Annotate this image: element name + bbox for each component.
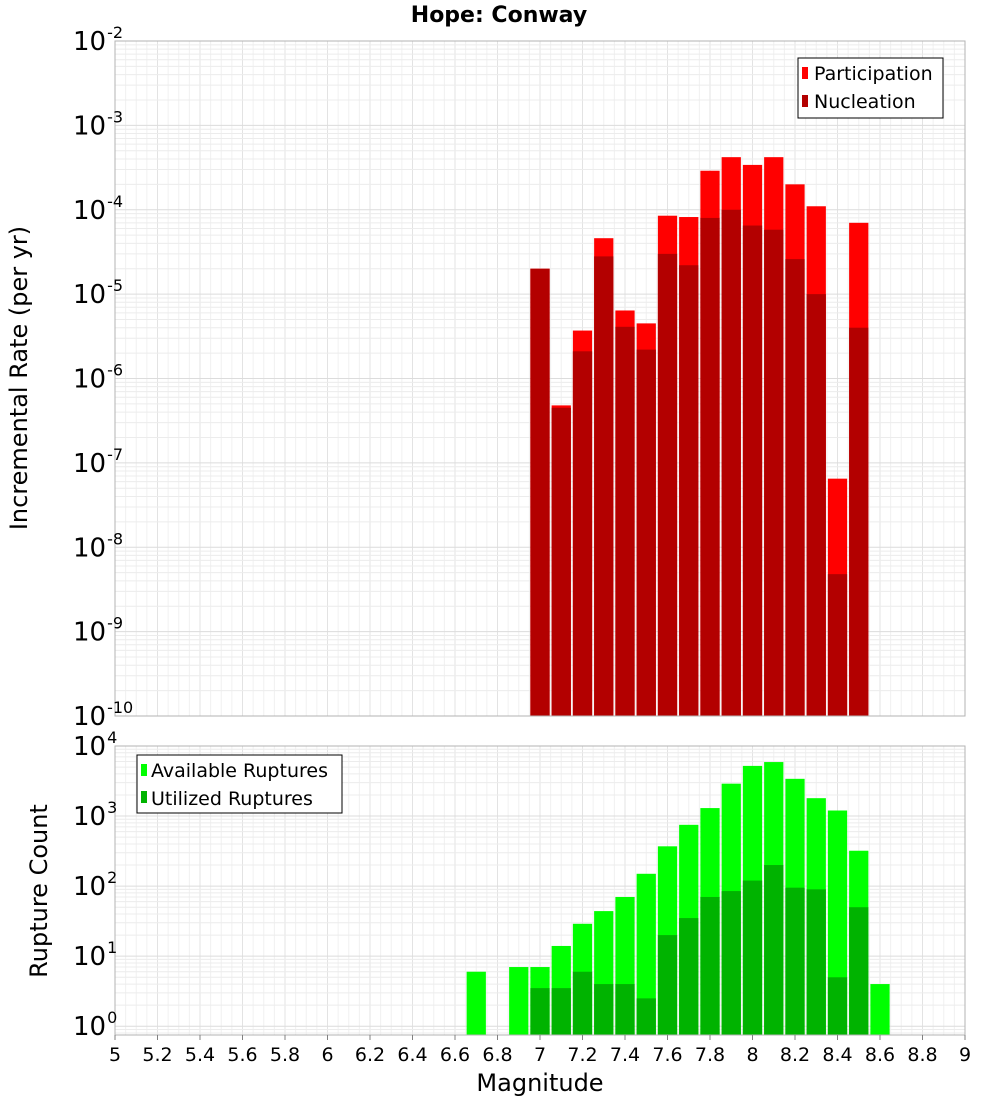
x-axis-label: Magnitude	[476, 1069, 603, 1097]
legend-label-available: Available Ruptures	[151, 760, 328, 782]
x-tick-label: 5.4	[185, 1044, 215, 1066]
count-bar-series2	[764, 865, 784, 1035]
count-bar-series2	[594, 984, 614, 1035]
rate-bar-series2	[636, 349, 656, 716]
rate-bar-series2	[594, 256, 614, 716]
rate-panel: 10-10 10-9 10-8 10-7 10-6 10-5 10-4 10-3 10-2 In…	[5, 23, 966, 732]
x-tick-label: 7.6	[652, 1044, 682, 1066]
rate-legend-box	[797, 57, 944, 119]
x-tick-label: 7.8	[695, 1044, 725, 1066]
count-bar-series2	[679, 918, 699, 1035]
rate-y-tick-label: 10-8	[73, 529, 123, 563]
count-bar-series2	[615, 984, 635, 1035]
count-bar-series2	[849, 907, 869, 1035]
x-tick-label: 5.8	[270, 1044, 300, 1066]
count-panel: 100 101 102 103 104 5 5.2 5.4 5.6 5.8 6 6.2 6.4 6.6 6…	[25, 728, 971, 1097]
chart-title: Hope: Conway	[411, 3, 587, 28]
x-tick-label: 7.4	[610, 1044, 640, 1066]
rate-y-axis-label: Incremental Rate (per yr)	[5, 226, 33, 530]
x-tick-label: 8.4	[822, 1044, 852, 1066]
rate-bar-series2	[849, 327, 869, 716]
count-y-tick-label: 101	[73, 938, 117, 972]
x-tick-label: 6	[321, 1044, 333, 1066]
count-bar-series2	[742, 880, 763, 1035]
legend-label-participation: Participation	[814, 63, 933, 85]
x-tick-label: 5	[109, 1044, 121, 1066]
count-bar-series2	[785, 887, 805, 1035]
count-bar-series1	[509, 967, 529, 1035]
rate-y-tick-label: 10-6	[73, 361, 123, 395]
count-bar-series2	[657, 935, 678, 1035]
count-y-tick-label: 100	[73, 1008, 117, 1042]
rate-bar-series2	[657, 253, 678, 716]
count-bar-series2	[700, 896, 720, 1035]
legend-label-nucleation: Nucleation	[814, 91, 916, 113]
count-bar-series2	[572, 971, 593, 1035]
legend-swatch-participation	[802, 67, 808, 79]
rate-y-tick-label: 10-5	[73, 276, 123, 310]
x-tick-label: 7	[534, 1044, 546, 1066]
x-tick-label: 6.2	[355, 1044, 385, 1066]
count-y-tick-label: 103	[73, 798, 117, 832]
rate-bar-series2	[806, 294, 826, 716]
x-tick-label: 6.6	[440, 1044, 470, 1066]
x-tick-label: 6.8	[482, 1044, 512, 1066]
rate-legend: Participation Nucleation	[797, 57, 944, 119]
legend-label-utilized: Utilized Ruptures	[151, 788, 313, 810]
rate-bar-series2	[764, 229, 784, 717]
rate-y-tick-label: 10-3	[73, 107, 123, 141]
x-ticks: 5 5.2 5.4 5.6 5.8 6 6.2 6.4 6.6 6.8 7 7.2 7.4 7.6 7.8 8…	[109, 1035, 971, 1066]
count-y-tick-label: 102	[73, 868, 117, 902]
rate-bar-series2	[551, 407, 571, 716]
rate-y-tick-label: 10-7	[73, 445, 123, 479]
rate-plot-frame	[114, 40, 966, 717]
rate-bar-series2	[530, 268, 550, 716]
x-tick-label: 8.8	[907, 1044, 937, 1066]
count-bar-series2	[551, 988, 571, 1035]
count-bar-series2	[530, 988, 550, 1035]
count-bar-series2	[827, 977, 848, 1035]
legend-swatch-utilized	[141, 791, 147, 803]
x-tick-label: 6.4	[397, 1044, 427, 1066]
rate-bars	[530, 157, 869, 717]
count-bar-series1	[466, 971, 486, 1035]
x-tick-label: 9	[959, 1044, 971, 1066]
rate-bar-series2	[572, 351, 593, 716]
count-legend: Available Ruptures Utilized Ruptures	[136, 754, 343, 814]
rate-bar-series2	[785, 259, 805, 716]
count-y-ticks: 100 101 102 103 104	[73, 728, 117, 1042]
rate-y-tick-label: 10-4	[73, 192, 123, 226]
count-bar-series2	[806, 889, 826, 1035]
legend-swatch-nucleation	[802, 95, 808, 107]
x-tick-label: 8.2	[780, 1044, 810, 1066]
x-tick-label: 7.2	[567, 1044, 597, 1066]
rate-y-ticks: 10-10 10-9 10-8 10-7 10-6 10-5 10-4 10-3 10-2	[73, 23, 133, 732]
x-tick-label: 5.2	[142, 1044, 172, 1066]
count-legend-box	[136, 754, 343, 814]
x-tick-label: 8.6	[865, 1044, 895, 1066]
count-bar-series2	[721, 891, 741, 1035]
count-bars	[466, 762, 890, 1035]
rate-bar-series2	[700, 217, 720, 716]
count-y-tick-label: 104	[73, 728, 117, 762]
count-y-axis-label: Rupture Count	[25, 804, 53, 978]
legend-swatch-available	[141, 764, 147, 776]
rate-y-tick-label: 10-9	[73, 614, 123, 648]
rate-bar-series2	[679, 265, 699, 716]
rate-bar-series2	[742, 225, 763, 716]
x-tick-label: 5.6	[227, 1044, 257, 1066]
x-tick-label: 8	[746, 1044, 758, 1066]
rate-y-tick-label: 10-2	[73, 23, 123, 57]
count-bar-series2	[636, 998, 656, 1035]
count-bar-series1	[636, 873, 656, 1035]
rate-bar-series2	[721, 209, 741, 716]
count-bar-series1	[870, 984, 890, 1035]
rate-bar-series2	[615, 326, 635, 716]
rate-bar-series2	[827, 574, 848, 716]
rate-y-tick-label: 10-10	[73, 698, 133, 732]
